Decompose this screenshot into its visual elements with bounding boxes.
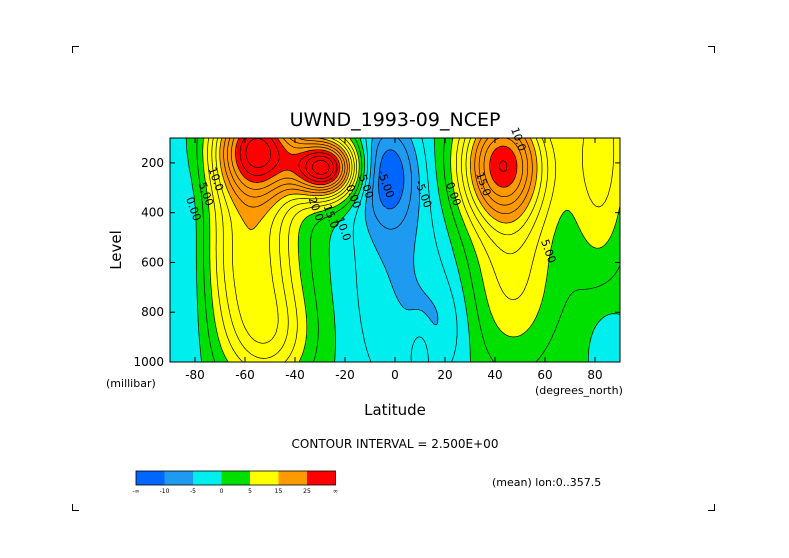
- x-tick-label: -60: [235, 368, 255, 382]
- colorbar-label: 5: [248, 488, 252, 495]
- colorbar-frame: [135, 470, 336, 486]
- contour-line: [211, 137, 549, 359]
- x-tick-label: -40: [285, 368, 305, 382]
- colorbar-swatch: [164, 471, 193, 485]
- contour-line: [364, 137, 439, 325]
- colorbar-label: 15: [275, 488, 283, 495]
- contour-line: [245, 138, 334, 179]
- x-tick-label: 0: [391, 368, 399, 382]
- contour-line: [223, 137, 533, 215]
- x-tick-label: -80: [185, 368, 205, 382]
- corner-mark-bottom-right: [708, 504, 715, 511]
- y-axis: 200 400 600 800 1000: [133, 156, 620, 369]
- footer-text: (mean) lon:0..357.5: [492, 476, 601, 489]
- colorbar-swatch: [193, 471, 222, 485]
- x-axis: -80 -60 -40 -20 0 20 40 60 80: [185, 138, 603, 382]
- y-tick-label: 200: [141, 156, 164, 170]
- colorbar-label: 0: [220, 488, 224, 495]
- corner-mark-top-left: [72, 46, 79, 53]
- colorbar-legend: -∞ -10 -5 0 5 15 25 ∞: [132, 470, 338, 495]
- y-axis-label: Level: [107, 230, 125, 270]
- x-tick-label: 60: [537, 368, 552, 382]
- colorbar-swatch: [250, 471, 279, 485]
- y-units-label: (millibar): [106, 377, 156, 390]
- x-tick-label: 80: [587, 368, 602, 382]
- y-tick-label: 1000: [133, 355, 164, 369]
- contour-interval-text: CONTOUR INTERVAL = 2.500E+00: [292, 437, 499, 451]
- colorbar-swatch: [278, 471, 307, 485]
- x-tick-label: 20: [437, 368, 452, 382]
- contour-fill: [170, 138, 620, 362]
- contour-line: [352, 137, 458, 363]
- contour-line: [185, 137, 621, 363]
- x-units-label: (degrees_north): [535, 384, 623, 397]
- colorbar-swatch: [221, 471, 250, 485]
- contour-line: [202, 137, 621, 363]
- contour-line: [215, 137, 543, 344]
- colorbar-label: 25: [303, 488, 311, 495]
- corner-mark-bottom-left: [72, 504, 79, 511]
- colorbar-label: -5: [190, 488, 196, 495]
- y-tick-label: 600: [141, 255, 164, 269]
- contour-line: [371, 137, 412, 230]
- y-tick-label: 400: [141, 206, 164, 220]
- colorbar-label: ∞: [333, 488, 338, 495]
- contour-line: [378, 149, 405, 210]
- colorbar-label: -10: [160, 488, 170, 495]
- corner-mark-top-right: [708, 46, 715, 53]
- contour-line: [227, 137, 529, 206]
- contour-line: [207, 137, 615, 363]
- colorbar-label: -∞: [132, 488, 139, 495]
- y-tick-label: 800: [141, 305, 164, 319]
- contour-line: [196, 137, 621, 363]
- chart-title: UWND_1993-09_NCEP: [290, 109, 501, 131]
- colorbar-swatch: [136, 471, 165, 485]
- x-tick-label: -20: [335, 368, 355, 382]
- contour-line: [239, 137, 508, 183]
- x-tick-label: 40: [487, 368, 502, 382]
- contour-line: [219, 137, 538, 231]
- contour-line: [311, 159, 330, 175]
- colorbar-swatch: [307, 471, 336, 485]
- contour-line: [230, 137, 524, 198]
- contour-line: [235, 137, 518, 188]
- contour-lines: [185, 137, 621, 363]
- x-axis-label: Latitude: [364, 401, 426, 419]
